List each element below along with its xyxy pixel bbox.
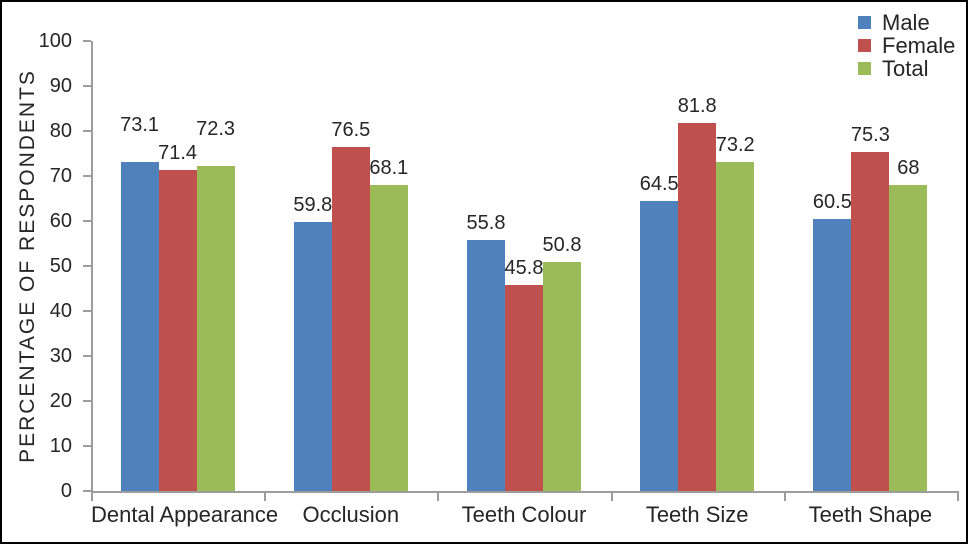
x-tick — [783, 493, 786, 501]
bar-label-total-occlusion: 68.1 — [369, 156, 409, 179]
legend-item-total: Total — [858, 57, 955, 80]
x-category-label-teeth-size: Teeth Size — [645, 502, 749, 527]
x-category-label-teeth-colour: Teeth Colour — [461, 502, 587, 527]
y-tick-label: 40 — [49, 300, 72, 322]
bar-female-occlusion — [331, 146, 370, 491]
legend-swatch-male — [858, 16, 871, 29]
y-tick-label: 70 — [49, 165, 72, 187]
x-tick — [264, 493, 267, 501]
bar-label-total-teeth-size: 73.2 — [715, 133, 755, 156]
bar-label-male-teeth-shape: 60.5 — [812, 190, 852, 213]
legend-label-male: Male — [882, 10, 930, 35]
x-tick — [957, 493, 959, 501]
x-tick — [610, 493, 613, 501]
bar-label-male-teeth-size: 64.5 — [639, 172, 679, 195]
bar-total-teeth-shape — [889, 185, 928, 491]
bar-male-dental-appearance — [120, 162, 159, 491]
y-tick — [83, 490, 91, 492]
bar-label-male-teeth-colour: 55.8 — [466, 211, 506, 234]
bar-total-teeth-size — [716, 161, 755, 491]
bar-male-teeth-colour — [467, 239, 505, 491]
y-tick-label: 20 — [49, 390, 72, 412]
bar-label-female-teeth-colour: 45.8 — [504, 256, 544, 279]
x-category-label-teeth-shape: Teeth Shape — [808, 502, 933, 527]
bar-male-occlusion — [293, 221, 332, 491]
y-tick — [83, 310, 91, 312]
bar-male-teeth-size — [640, 200, 679, 491]
legend-swatch-female — [858, 39, 871, 52]
bar-label-female-occlusion: 76.5 — [331, 118, 371, 141]
y-tick-label: 80 — [49, 120, 72, 142]
bar-male-teeth-shape — [813, 218, 852, 491]
legend: Male Female Total — [858, 11, 955, 80]
bar-female-teeth-colour — [505, 284, 543, 491]
y-tick — [83, 220, 91, 222]
bar-total-dental-appearance — [196, 165, 235, 491]
y-tick-label: 0 — [60, 480, 72, 502]
legend-item-female: Female — [858, 34, 955, 57]
bar-label-total-teeth-shape: 68 — [897, 157, 920, 179]
bar-female-teeth-shape — [851, 152, 890, 491]
bar-label-total-teeth-colour: 50.8 — [542, 234, 582, 257]
legend-label-total: Total — [882, 56, 929, 81]
y-tick — [83, 175, 91, 177]
y-tick — [83, 85, 91, 87]
bar-female-dental-appearance — [158, 169, 197, 491]
legend-swatch-total — [858, 62, 871, 75]
y-tick-label: 90 — [49, 75, 72, 97]
y-tick — [83, 355, 91, 357]
x-tick — [437, 493, 440, 501]
bar-label-male-dental-appearance: 73.1 — [120, 114, 160, 137]
x-category-label-dental-appearance: Dental Appearance — [91, 502, 279, 527]
y-axis-line — [91, 41, 93, 493]
y-tick-label: 30 — [49, 345, 72, 367]
x-tick — [91, 493, 93, 501]
y-tick — [83, 400, 91, 402]
y-tick-label: 10 — [49, 435, 72, 457]
x-category-label-occlusion: Occlusion — [302, 502, 400, 527]
y-tick-label: 60 — [49, 210, 72, 232]
bar-female-teeth-size — [678, 122, 717, 491]
y-tick — [83, 265, 91, 267]
bar-label-female-teeth-shape: 75.3 — [850, 124, 890, 147]
x-axis-line — [91, 491, 959, 493]
bar-label-total-dental-appearance: 72.3 — [196, 117, 236, 140]
y-tick-label: 100 — [38, 30, 72, 52]
legend-label-female: Female — [882, 33, 956, 58]
legend-item-male: Male — [858, 11, 955, 34]
bar-label-female-teeth-size: 81.8 — [677, 94, 717, 117]
bar-label-male-occlusion: 59.8 — [293, 193, 333, 216]
bar-total-occlusion — [369, 184, 408, 491]
y-tick-label: 50 — [49, 255, 72, 277]
bar-total-teeth-colour — [543, 262, 581, 491]
bar-label-female-dental-appearance: 71.4 — [158, 141, 198, 164]
y-tick — [83, 130, 91, 132]
y-tick — [83, 40, 91, 42]
y-tick — [83, 445, 91, 447]
